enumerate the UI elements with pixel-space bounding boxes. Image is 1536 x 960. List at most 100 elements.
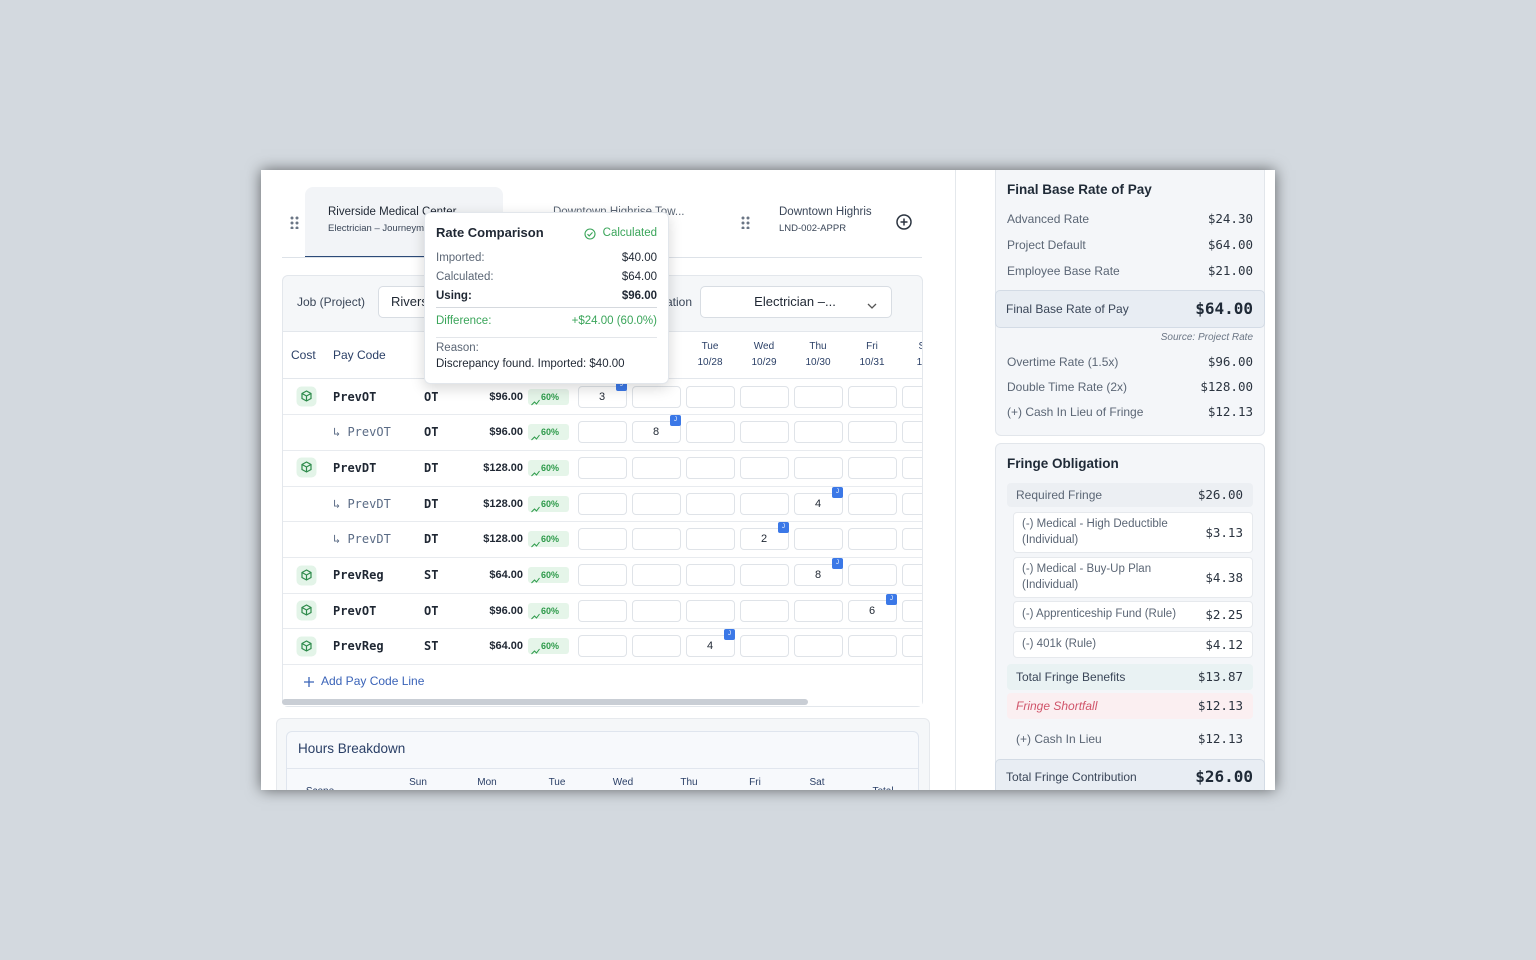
hours-column-header: Mon	[477, 777, 497, 788]
hour-cell[interactable]	[848, 492, 897, 515]
hour-cell[interactable]	[848, 385, 897, 408]
hour-value: 6	[868, 604, 876, 617]
tooltip-status: Calculated	[602, 227, 657, 239]
hour-cell[interactable]	[578, 492, 627, 515]
day-header: Wed	[753, 341, 775, 352]
hour-cell[interactable]	[686, 564, 735, 586]
hour-cell[interactable]	[740, 599, 789, 622]
hour-cell[interactable]	[794, 492, 843, 515]
hour-cell[interactable]	[902, 492, 922, 515]
hour-cell[interactable]	[740, 456, 789, 479]
tab-title[interactable]: Downtown Highris	[779, 206, 872, 218]
fringe-item-value: $2.25	[1205, 606, 1243, 622]
hour-cell[interactable]	[902, 456, 922, 479]
hour-cell[interactable]	[686, 635, 735, 658]
rate-label: Project Default	[1007, 238, 1086, 252]
change: 60%	[541, 391, 560, 402]
hour-cell[interactable]	[848, 635, 897, 658]
cost-icon	[296, 600, 317, 621]
hour-cell[interactable]	[848, 528, 897, 551]
hour-cell[interactable]	[740, 635, 789, 658]
rate-source: Source: Project Rate	[1160, 332, 1253, 343]
hour-cell[interactable]	[632, 456, 681, 479]
hour-cell[interactable]	[794, 564, 843, 586]
hour-cell[interactable]	[848, 421, 897, 444]
fringe-item-box	[1013, 631, 1253, 658]
hour-cell[interactable]	[848, 456, 897, 479]
hour-cell[interactable]	[740, 564, 789, 586]
fringe-item-value: $3.13	[1205, 524, 1243, 540]
hour-cell[interactable]	[794, 528, 843, 551]
hour-cell[interactable]	[794, 421, 843, 444]
hour-cell[interactable]	[686, 599, 735, 622]
hour-cell[interactable]	[740, 421, 789, 444]
table-clip: Cost Pay Code Tue 10/28 Wed 10/29 Thu 10/30 Fri 1…	[283, 331, 922, 706]
hour-cell[interactable]	[632, 635, 681, 658]
trend-icon-svg	[531, 577, 540, 584]
hour-cell[interactable]	[902, 564, 922, 586]
hour-cell[interactable]	[902, 599, 922, 622]
hour-cell[interactable]	[740, 385, 789, 408]
tooltip-value: $96.00	[621, 290, 657, 302]
rate-value: $21.00	[1207, 263, 1253, 278]
hour-cell[interactable]	[902, 385, 922, 408]
rate-value: $12.13	[1207, 404, 1253, 419]
check-icon	[584, 227, 596, 240]
hour-cell[interactable]	[794, 385, 843, 408]
final-rate-value: $64.00	[1195, 299, 1253, 318]
pay-code: PrevOT	[333, 389, 377, 404]
hour-cell[interactable]	[578, 528, 627, 551]
total-contribution-box	[995, 759, 1265, 790]
hour-value: 4	[706, 640, 714, 653]
hour-cell[interactable]	[686, 385, 735, 408]
hour-cell[interactable]	[902, 635, 922, 658]
fringe-item-box	[1013, 557, 1253, 598]
rate: $96.00	[489, 426, 523, 439]
hour-cell[interactable]	[632, 492, 681, 515]
row-divider	[283, 664, 922, 666]
hour-cell[interactable]	[740, 492, 789, 515]
add-pay-code-line[interactable]: Add Pay Code Line	[321, 674, 425, 688]
hour-cell[interactable]	[794, 456, 843, 479]
entry-badge: J	[886, 593, 897, 605]
hour-cell[interactable]	[902, 421, 922, 444]
tooltip-divider	[436, 337, 657, 338]
hour-cell[interactable]	[632, 564, 681, 586]
hour-cell[interactable]	[902, 528, 922, 551]
hour-cell[interactable]	[740, 528, 789, 551]
rate-value: $24.30	[1207, 211, 1253, 226]
cost-icon-svg	[296, 457, 317, 478]
tooltip-value: $64.00	[621, 271, 657, 283]
hour-cell[interactable]	[632, 421, 681, 444]
fringe-item-value: $4.38	[1205, 569, 1243, 585]
hour-cell[interactable]	[578, 456, 627, 479]
tooltip-divider	[436, 307, 657, 308]
hour-cell[interactable]	[794, 599, 843, 622]
hour-cell[interactable]	[686, 492, 735, 515]
hour-cell[interactable]	[686, 528, 735, 551]
hours-header-divider	[287, 768, 918, 769]
hour-cell[interactable]	[848, 599, 897, 622]
hour-cell[interactable]	[578, 599, 627, 622]
pay-code: PrevDT	[333, 529, 633, 549]
hour-cell[interactable]	[578, 635, 627, 658]
change: 60%	[541, 534, 560, 545]
hours-title: Hours Breakdown	[298, 741, 406, 756]
hour-cell[interactable]	[632, 385, 681, 408]
classification-select[interactable]	[700, 286, 892, 318]
hour-cell[interactable]	[632, 528, 681, 551]
cost-icon	[296, 386, 317, 407]
hour-cell[interactable]	[686, 456, 735, 479]
final-rate-label: Final Base Rate of Pay	[1006, 302, 1129, 316]
hour-cell[interactable]	[686, 421, 735, 444]
hour-cell[interactable]	[794, 635, 843, 658]
hour-cell[interactable]	[578, 421, 627, 444]
hour-cell[interactable]	[632, 599, 681, 622]
hour-cell[interactable]	[848, 564, 897, 586]
hour-cell[interactable]	[578, 385, 627, 408]
shortfall-label: Fringe Shortfall	[1016, 699, 1098, 713]
hour-cell[interactable]	[578, 564, 627, 586]
hour-value: 2	[760, 533, 768, 546]
cost-icon-svg	[296, 565, 317, 585]
row-divider	[283, 628, 922, 630]
